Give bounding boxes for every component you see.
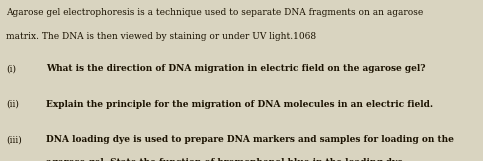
Text: Agarose gel electrophoresis is a technique used to separate DNA fragments on an : Agarose gel electrophoresis is a techniq… <box>6 8 423 17</box>
Text: agarose gel. State the function of bromophenol blue in the loading dye.: agarose gel. State the function of bromo… <box>46 158 406 161</box>
Text: matrix. The DNA is then viewed by staining or under UV light.1068: matrix. The DNA is then viewed by staini… <box>6 32 316 41</box>
Text: What is the direction of DNA migration in electric field on the agarose gel?: What is the direction of DNA migration i… <box>46 64 426 73</box>
Text: (i): (i) <box>6 64 16 73</box>
Text: (iii): (iii) <box>6 135 22 144</box>
Text: DNA loading dye is used to prepare DNA markers and samples for loading on the: DNA loading dye is used to prepare DNA m… <box>46 135 454 144</box>
Text: (ii): (ii) <box>6 100 19 109</box>
Text: Explain the principle for the migration of DNA molecules in an electric field.: Explain the principle for the migration … <box>46 100 433 109</box>
